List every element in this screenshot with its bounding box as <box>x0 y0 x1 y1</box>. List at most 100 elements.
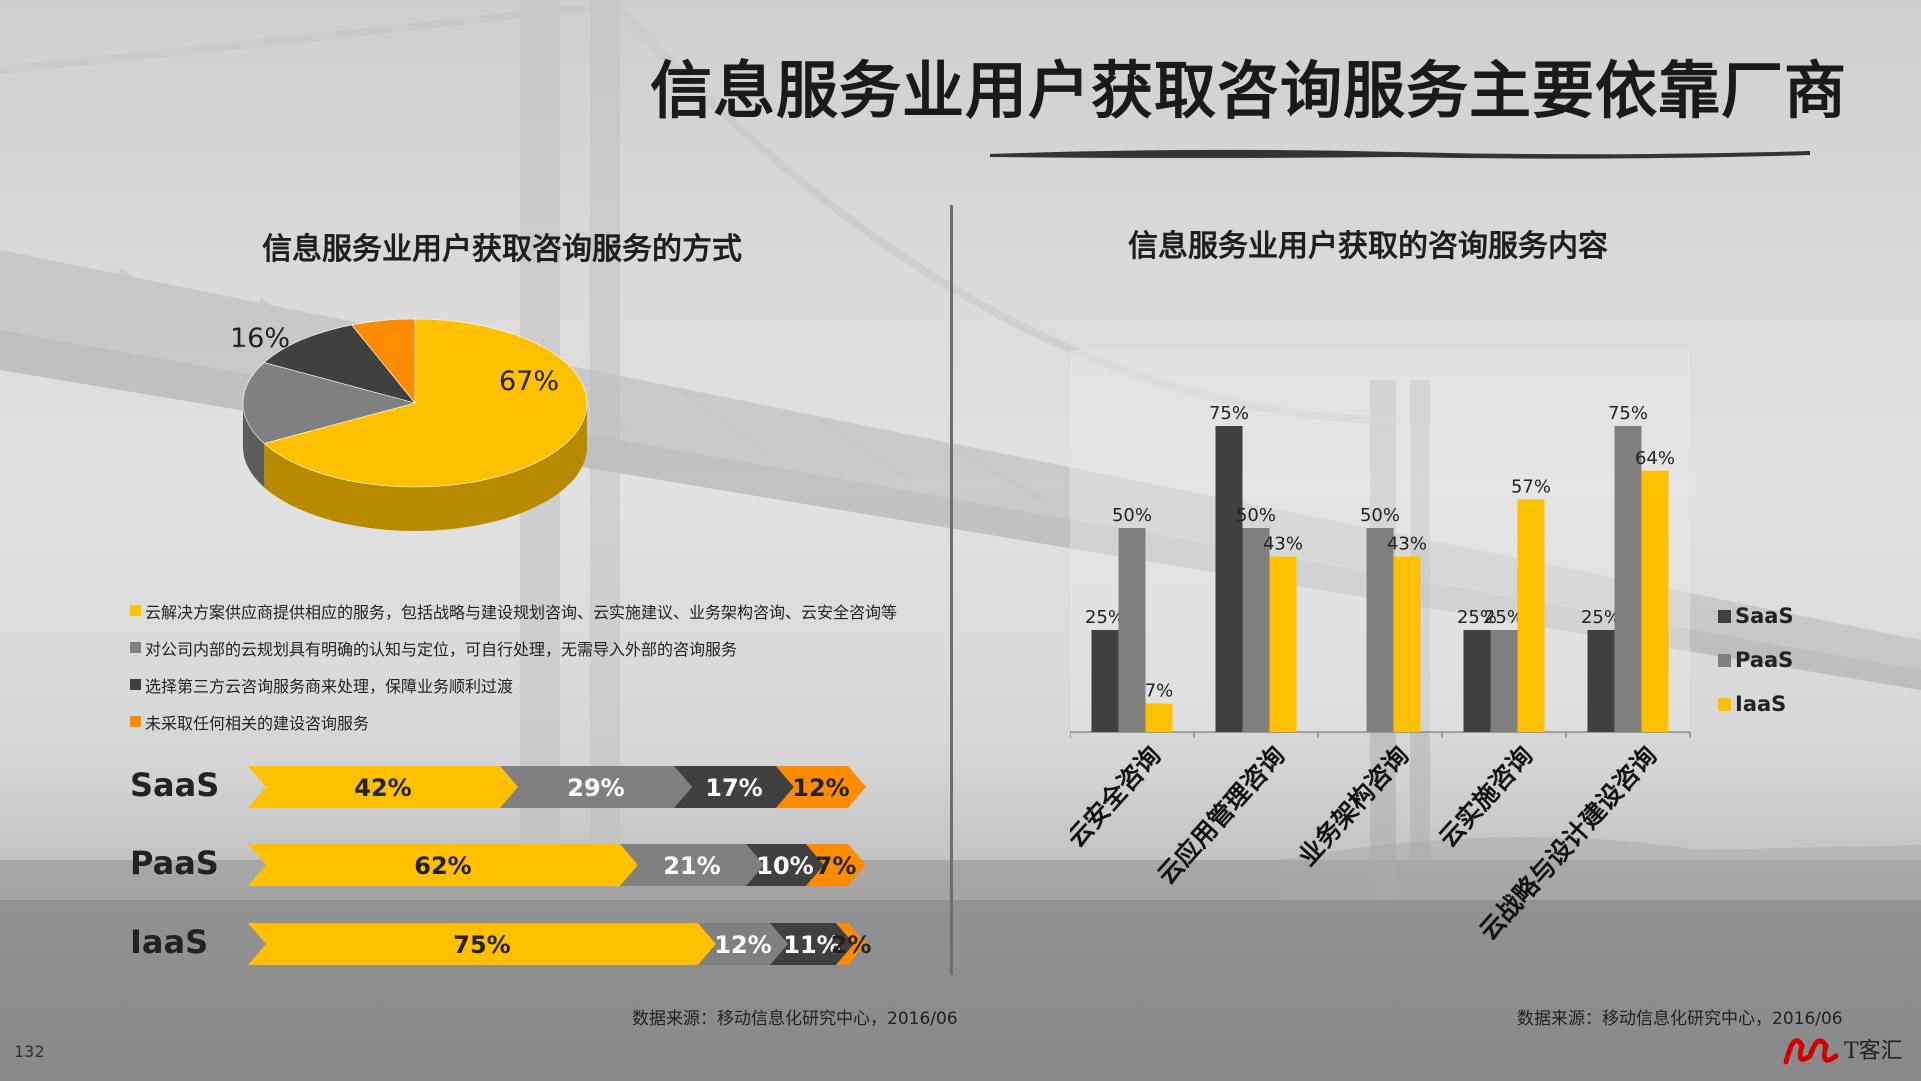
legend-label: 选择第三方云咨询服务商来处理，保障业务顺利过渡 <box>145 676 514 696</box>
stacked-segment <box>500 766 692 808</box>
bar-data-label: 57% <box>1511 476 1551 497</box>
category-label: 云实施咨询 <box>1433 741 1538 853</box>
bar-data-label: 25% <box>1581 607 1621 628</box>
pie-slice <box>242 362 417 444</box>
legend-swatch <box>130 679 141 690</box>
stacked-row-label: IaaS <box>130 923 209 961</box>
page-number: 132 <box>14 1042 45 1061</box>
bar-data-label: 50% <box>1236 505 1276 526</box>
bar <box>1215 426 1243 732</box>
stacked-segment <box>248 844 638 886</box>
stacked-segment-label: 7% <box>816 852 857 880</box>
bar <box>1614 426 1642 732</box>
bar-data-label: 50% <box>1112 505 1152 526</box>
stacked-segment <box>674 766 794 808</box>
pie-slice-side <box>264 403 587 531</box>
bar <box>1463 630 1491 732</box>
stacked-segment-label: 12% <box>714 931 771 959</box>
legend-item: SaaS <box>1718 594 1794 638</box>
bar-data-label: 7% <box>1145 680 1174 701</box>
bar <box>1641 470 1669 732</box>
stacked-row-saas: SaaS 42% 29% 17% 12% <box>130 764 930 810</box>
category-label: 业务架构咨询 <box>1293 741 1415 872</box>
bar-data-label: 25% <box>1085 607 1125 628</box>
stacked-row-label: SaaS <box>130 766 220 804</box>
bar-data-label: 50% <box>1360 505 1400 526</box>
category-label: 云安全咨询 <box>1070 741 1166 853</box>
stacked-segment <box>770 923 854 965</box>
bar <box>1242 528 1270 732</box>
stacked-segment-label: 12% <box>792 774 849 802</box>
bar <box>1587 630 1615 732</box>
section-divider <box>950 205 953 975</box>
pie-data-label: 16% <box>230 323 290 354</box>
legend-label: 未采取任何相关的建设咨询服务 <box>145 713 370 733</box>
legend-item: IaaS <box>1718 682 1794 726</box>
stacked-segment-label: 21% <box>663 852 720 880</box>
stacked-segment <box>620 844 764 886</box>
grouped-bar-chart: 25% 50% 7% 云安全咨询 75% 50% 43% 云应用管理咨询 50% 43% 业务架构咨… <box>1070 350 1691 940</box>
bar-data-label: 43% <box>1387 534 1427 555</box>
bar-data-label: 43% <box>1263 534 1303 555</box>
bar <box>1145 703 1173 732</box>
pie-chart-title: 信息服务业用户获取咨询服务的方式 <box>262 232 742 267</box>
stacked-segment <box>698 923 788 965</box>
legend-item: 云解决方案供应商提供相应的服务，包括战略与建设规划咨询、云实施建议、业务架构咨询… <box>130 592 950 629</box>
legend-swatch <box>130 716 141 727</box>
stacked-bar: 62% 21% 10% 7% <box>248 844 866 886</box>
bar-data-label: 64% <box>1635 448 1675 469</box>
legend-item: 未采取任何相关的建设咨询服务 <box>130 703 950 740</box>
stacked-segment-label: 62% <box>414 852 471 880</box>
pie-top <box>242 318 588 488</box>
bar-data-label: 25% <box>1457 607 1497 628</box>
legend-swatch <box>1718 653 1731 667</box>
stacked-segment <box>248 923 716 965</box>
bar <box>1517 499 1545 732</box>
stacked-bar: 42% 29% 17% 12% <box>248 766 866 808</box>
stacked-segment <box>248 766 518 808</box>
legend-label: 对公司内部的云规划具有明确的认知与定位，可自行处理，无需导入外部的咨询服务 <box>145 639 738 659</box>
stacked-row-iaas: IaaS 75% 12% 11% 2% <box>130 921 930 967</box>
brand-logo: T客汇 <box>1783 1038 1903 1065</box>
stacked-segment <box>746 844 824 886</box>
bar <box>1118 528 1146 732</box>
category-label: 云应用管理咨询 <box>1152 741 1291 890</box>
legend-label: 云解决方案供应商提供相应的服务，包括战略与建设规划咨询、云实施建议、业务架构咨询… <box>145 602 898 622</box>
pie-slice <box>351 318 416 404</box>
stacked-bar: 75% 12% 11%2% <box>248 923 872 965</box>
legend-item: PaaS <box>1718 638 1794 682</box>
stacked-segment <box>836 923 866 965</box>
pie-slice <box>263 318 588 488</box>
bar-data-label: 25% <box>1484 607 1524 628</box>
stacked-segment-label: 42% <box>354 774 411 802</box>
legend-label: SaaS <box>1735 604 1794 628</box>
stacked-segment <box>806 844 866 886</box>
pie-data-label: 67% <box>499 366 559 397</box>
stacked-segment-label: 17% <box>705 774 762 802</box>
legend-swatch <box>130 642 141 653</box>
bar-data-label: 75% <box>1209 403 1249 424</box>
page-title: 信息服务业用户获取咨询服务主要依靠厂商 <box>649 54 1847 127</box>
stacked-segment-label: 29% <box>567 774 624 802</box>
stacked-segment <box>776 766 866 808</box>
bar <box>1366 528 1394 732</box>
bar-chart-title: 信息服务业用户获取的咨询服务内容 <box>1128 229 1608 264</box>
stacked-segment-label: 11% <box>783 931 840 959</box>
bar <box>1269 556 1297 732</box>
stacked-row-label: PaaS <box>130 844 219 882</box>
logo-text: T客汇 <box>1844 1039 1903 1064</box>
legend-item: 选择第三方云咨询服务商来处理，保障业务顺利过渡 <box>130 666 950 703</box>
bar <box>1393 556 1421 732</box>
legend-item: 对公司内部的云规划具有明确的认知与定位，可自行处理，无需导入外部的咨询服务 <box>130 629 950 666</box>
pie-chart: 67%16%11%6% <box>230 318 588 531</box>
stacked-segment-label: 2% <box>831 931 872 959</box>
source-note: 数据来源：移动信息化研究中心，2016/06 <box>1517 1009 1843 1029</box>
stacked-segment-label: 75% <box>453 931 510 959</box>
legend-swatch <box>130 605 141 616</box>
source-note: 数据来源：移动信息化研究中心，2016/06 <box>632 1009 958 1029</box>
legend-label: IaaS <box>1735 692 1787 716</box>
pie-slice <box>263 324 416 404</box>
bar-legend: SaaS PaaS IaaS <box>1718 594 1794 726</box>
pie-legend: 云解决方案供应商提供相应的服务，包括战略与建设规划咨询、云实施建议、业务架构咨询… <box>130 592 950 740</box>
legend-label: PaaS <box>1735 648 1794 672</box>
